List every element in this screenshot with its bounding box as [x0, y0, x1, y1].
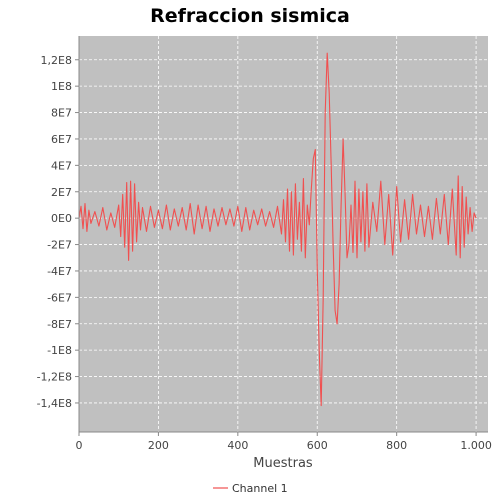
y-tick-label: 8E7	[51, 107, 72, 120]
series-line-channel-1	[78, 52, 477, 407]
y-tick-label: -2E7	[47, 239, 72, 252]
y-tick-label: -6E7	[47, 291, 72, 304]
x-tick-label: 600	[307, 439, 328, 452]
legend: Channel 1	[213, 482, 288, 495]
y-tick-label: 1,2E8	[41, 54, 72, 67]
axes	[78, 36, 488, 433]
y-tick-label: -8E7	[47, 318, 72, 331]
y-tick-label: -1E8	[47, 344, 72, 357]
series-layer	[78, 52, 477, 407]
y-tick-label: -4E7	[47, 265, 72, 278]
y-tick-label: 0E0	[51, 212, 72, 225]
y-ticks: 1,2E8 1E8 8E7 6E7 4E7 2E7 0E0 -2E7 -4E7 -6E7 -8E7 -…	[37, 54, 79, 410]
x-tick-label: 200	[148, 439, 169, 452]
x-tick-label: 800	[386, 439, 407, 452]
y-tick-label: 4E7	[51, 159, 72, 172]
x-axis-label: Muestras	[253, 456, 313, 471]
y-tick-label: 6E7	[51, 133, 72, 146]
x-ticks: 0 200 400 600 800 1.000	[76, 432, 492, 452]
legend-label-channel-1: Channel 1	[232, 482, 288, 495]
chart-title: Refraccion sismica	[150, 5, 350, 27]
y-tick-label: -1,4E8	[37, 397, 72, 410]
x-tick-label: 1.000	[460, 439, 492, 452]
y-tick-label: -1,2E8	[37, 371, 72, 384]
y-tick-label: 2E7	[51, 186, 72, 199]
x-tick-label: 400	[227, 439, 248, 452]
y-tick-label: 1E8	[51, 80, 72, 93]
x-tick-label: 0	[76, 439, 83, 452]
plot-area	[79, 36, 488, 432]
